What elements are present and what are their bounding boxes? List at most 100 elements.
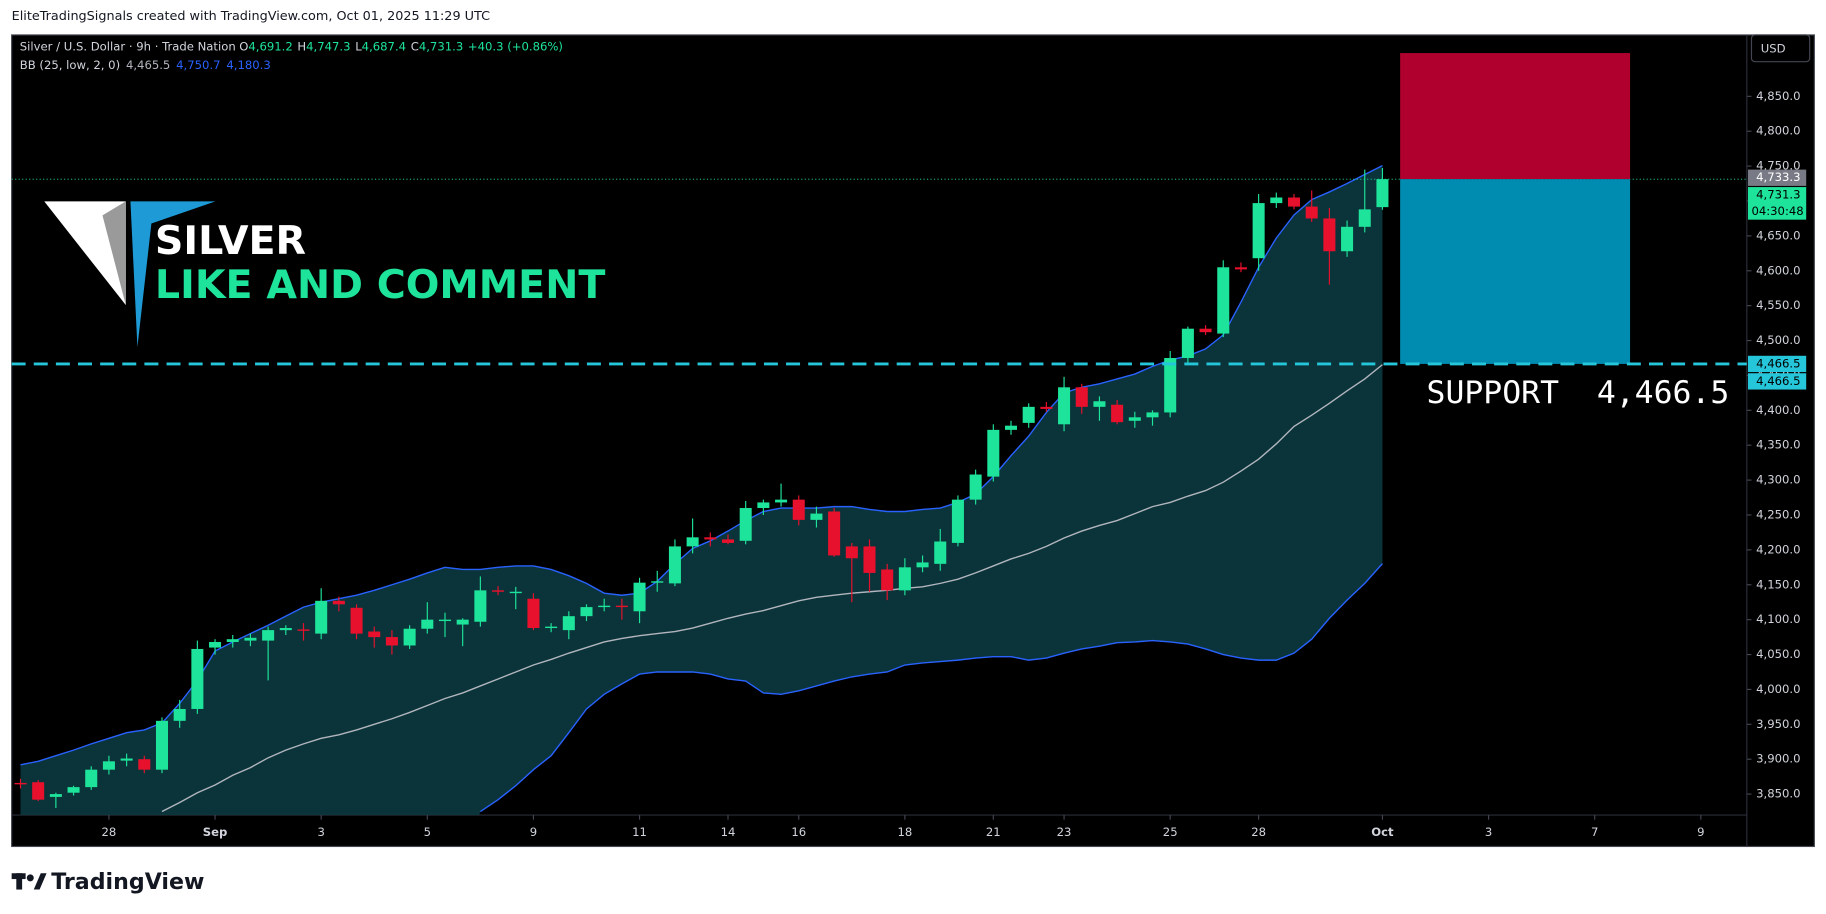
ohlc-value: 4,691.2 [248, 39, 292, 53]
candle-body [668, 546, 681, 584]
candle-body [421, 619, 434, 629]
candle-body [297, 629, 310, 631]
candle [209, 639, 222, 655]
candle [1111, 399, 1124, 425]
x-tick-label: 9 [1697, 825, 1704, 839]
footer-brand: TradingView [51, 869, 204, 895]
candle-body [1004, 425, 1018, 430]
candle [951, 495, 964, 547]
symbol: Silver / U.S. Dollar · 9h · Trade Nation [20, 39, 236, 53]
candle-body [1217, 267, 1230, 334]
candle [173, 699, 186, 728]
candle-body [155, 720, 169, 770]
candle [969, 469, 982, 505]
ohlc-key: H [297, 39, 306, 53]
candle-body [474, 590, 487, 622]
candle-body [881, 569, 894, 591]
y-tick-label: 4,750.0 [1756, 159, 1800, 173]
y-tick-label: 4,250.0 [1756, 507, 1800, 521]
candle-body [226, 639, 239, 642]
x-tick-label: Oct [1371, 825, 1394, 839]
candle [32, 780, 45, 802]
support-label: SUPPORT 4,466.5 [1427, 375, 1730, 411]
candle [279, 625, 292, 636]
candle [739, 501, 752, 545]
y-tick-label: 4,500.0 [1756, 333, 1800, 347]
candle [1252, 194, 1265, 271]
candle-body [1093, 401, 1106, 407]
x-tick-label: 5 [424, 825, 431, 839]
candle [598, 598, 611, 612]
candle-body [315, 600, 328, 634]
candle-body [1040, 406, 1053, 409]
x-tick-label: 23 [1057, 825, 1072, 839]
currency[interactable]: USD [1761, 41, 1786, 55]
candle [67, 785, 80, 796]
candle [1217, 260, 1230, 338]
candle-body [562, 616, 575, 631]
x-tick-label: 21 [986, 825, 1001, 839]
candle [332, 596, 345, 612]
candle-body [173, 708, 186, 721]
y-tick-label: 4,800.0 [1756, 124, 1800, 138]
candle [1323, 207, 1336, 285]
candle-body [279, 628, 292, 631]
candle [1341, 220, 1354, 257]
candle [244, 633, 257, 647]
candle-body [120, 758, 133, 761]
candle-body [332, 600, 345, 605]
candle [438, 612, 452, 638]
candle-body [67, 787, 80, 793]
candle-body [1376, 179, 1389, 208]
price-label: 4,733.3 [1756, 170, 1800, 184]
y-tick-label: 3,850.0 [1756, 787, 1800, 801]
position-target [1400, 179, 1631, 364]
candle-body [244, 637, 257, 641]
candle [421, 602, 434, 634]
x-tick-label: 28 [1251, 825, 1266, 839]
candle-body [1234, 267, 1247, 270]
y-tick-label: 4,550.0 [1756, 298, 1800, 312]
candle-body [704, 537, 717, 540]
plot-area [11, 164, 1747, 816]
candle-body [828, 511, 841, 556]
ohlc-key: O [239, 39, 248, 53]
ohlc-value: 4,747.3 [306, 39, 350, 53]
candle-body [509, 591, 522, 594]
candle-body [368, 631, 381, 638]
candle-body [102, 761, 115, 770]
price-label: 4,731.3 [1756, 188, 1800, 202]
candle [704, 532, 717, 547]
candle [810, 506, 823, 528]
candle [1022, 403, 1035, 428]
y-tick-label: 4,600.0 [1756, 263, 1800, 277]
candle-body [49, 794, 62, 797]
candle-body [545, 626, 558, 629]
candle-body [1128, 417, 1141, 421]
price-label-box [1747, 355, 1807, 373]
candle-body [615, 605, 628, 608]
band-middle [161, 364, 1383, 813]
candle [155, 717, 169, 774]
candle-body [191, 648, 204, 709]
candle [191, 640, 204, 714]
ohlc-key: L [355, 39, 362, 53]
candle-body [403, 628, 416, 646]
candle-body [1075, 387, 1088, 407]
candle-body [792, 499, 805, 520]
candle [1270, 192, 1283, 208]
candle [828, 508, 841, 557]
candle-body [1341, 226, 1354, 252]
x-tick-label: 14 [721, 825, 736, 839]
candle [1058, 376, 1071, 432]
y-tick-label: 4,050.0 [1756, 647, 1800, 661]
price-label-box [1747, 187, 1807, 220]
candle-body [1199, 328, 1212, 333]
indicator-name: BB (25, low, 2, 0) [20, 58, 120, 72]
candle [1199, 325, 1212, 335]
x-tick-label: 18 [897, 825, 912, 839]
symbol-legend: Silver / U.S. Dollar · 9h · Trade Nation… [20, 39, 563, 53]
candle [120, 753, 133, 767]
currency-box[interactable] [1750, 34, 1811, 63]
